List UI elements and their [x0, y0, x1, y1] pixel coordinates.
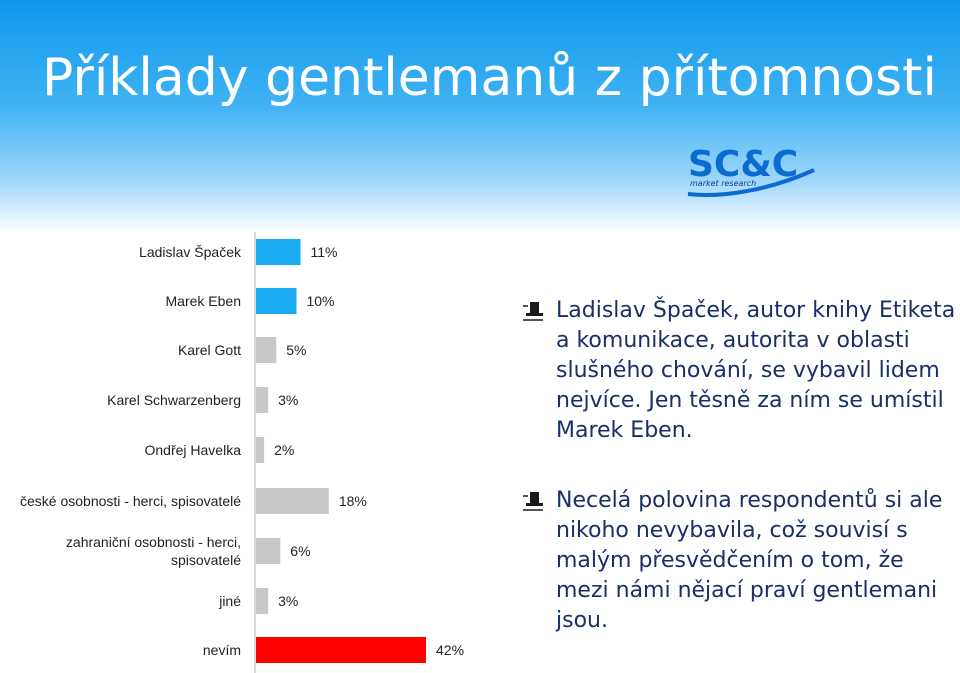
bar [256, 588, 269, 614]
logo-main: SC&C [688, 144, 798, 185]
data-label: 11% [311, 244, 338, 260]
category-label: Ladislav Špaček [139, 244, 242, 260]
bullet-item: Ladislav Špaček, autor knihy Etiketa a k… [518, 296, 958, 446]
bar [256, 437, 265, 463]
bar-chart: 11% Ladislav Špaček 10% Marek Eben 5% Karel G… [20, 232, 464, 673]
bar [256, 288, 297, 314]
category-label: jiné [218, 593, 241, 609]
data-label: 6% [290, 543, 310, 559]
category-label: Ondřej Havelka [145, 442, 242, 458]
bullet-list: Ladislav Špaček, autor knihy Etiketa a k… [518, 296, 958, 636]
company-logo: SC&C market research [687, 144, 815, 197]
logo-sub: market research [690, 179, 756, 188]
data-label: 10% [306, 293, 334, 309]
data-label: 18% [339, 493, 367, 509]
bar [256, 637, 426, 663]
top-hat-icon [523, 492, 543, 511]
data-label: 5% [286, 342, 306, 358]
bar [256, 337, 277, 363]
category-label: Karel Schwarzenberg [107, 392, 241, 408]
bar [256, 488, 329, 514]
bar [256, 387, 269, 413]
page-title: Příklady gentlemanů z přítomnosti [42, 48, 937, 108]
bar [256, 538, 281, 564]
category-label: české osobnosti - herci, spisovatelé [20, 493, 241, 509]
data-label: 3% [278, 593, 298, 609]
category-label: nevím [203, 642, 241, 658]
category-label: Marek Eben [166, 293, 241, 309]
bullet-text: Necelá polovina respondentů si ale nikoh… [556, 488, 943, 633]
data-label: 2% [274, 442, 294, 458]
title-band [0, 0, 960, 232]
data-label: 42% [436, 642, 464, 658]
bullet-item: Necelá polovina respondentů si ale nikoh… [518, 486, 958, 636]
category-label: Karel Gott [178, 342, 241, 358]
bullet-text: Ladislav Špaček, autor knihy Etiketa a k… [556, 298, 956, 443]
bar [256, 239, 301, 265]
data-label: 3% [278, 392, 298, 408]
category-label: zahraniční osobnosti - herci, spisovatelé [66, 534, 241, 568]
top-hat-icon [523, 302, 543, 321]
